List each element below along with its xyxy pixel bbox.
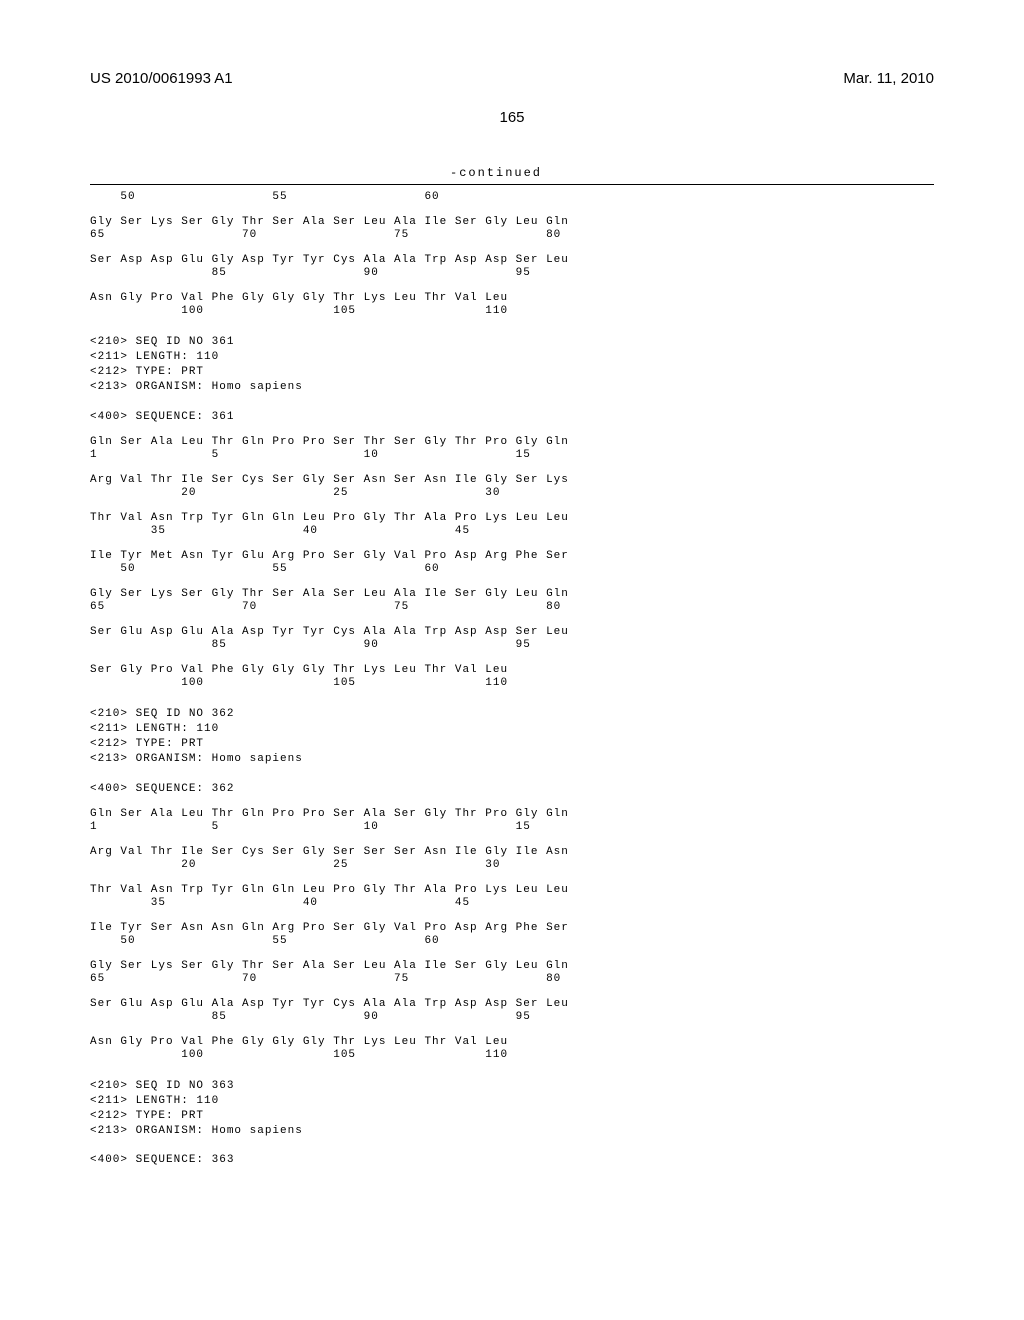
- continued-label: -continued: [90, 166, 934, 180]
- sequence-metadata: <210> SEQ ID NO 363 <211> LENGTH: 110 <2…: [90, 1079, 934, 1168]
- sequence-residues: Gln Ser Ala Leu Thr Gln Pro Pro Ser Ala …: [90, 808, 934, 1061]
- sequence-metadata: <210> SEQ ID NO 362 <211> LENGTH: 110 <2…: [90, 707, 934, 796]
- sequence-residues: 50 55 60 Gly Ser Lys Ser Gly Thr Ser Ala…: [90, 191, 934, 317]
- publication-date: Mar. 11, 2010: [843, 70, 934, 87]
- sequence-listing: 50 55 60 Gly Ser Lys Ser Gly Thr Ser Ala…: [90, 191, 934, 1168]
- page-number: 165: [90, 109, 934, 126]
- sequence-metadata: <210> SEQ ID NO 361 <211> LENGTH: 110 <2…: [90, 335, 934, 424]
- sequence-residues: Gln Ser Ala Leu Thr Gln Pro Pro Ser Thr …: [90, 436, 934, 689]
- page-header: US 2010/0061993 A1 Mar. 11, 2010: [90, 70, 934, 87]
- publication-number: US 2010/0061993 A1: [90, 70, 233, 87]
- separator-line: [90, 184, 934, 185]
